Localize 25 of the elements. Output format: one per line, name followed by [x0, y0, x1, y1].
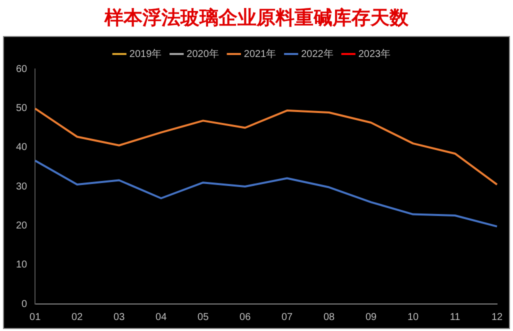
legend-label: 2022年 — [301, 48, 334, 60]
x-tick-label: 12 — [491, 312, 503, 323]
legend-label: 2023年 — [358, 48, 391, 60]
x-tick-label: 04 — [156, 312, 168, 323]
x-tick-label: 06 — [240, 312, 252, 323]
y-tick-label: 0 — [22, 298, 28, 310]
legend-label: 2021年 — [244, 48, 276, 60]
y-tick-label: 60 — [16, 64, 28, 75]
y-tick-label: 40 — [16, 142, 28, 154]
x-tick-label: 03 — [114, 312, 126, 323]
x-tick-label: 02 — [72, 312, 84, 323]
chart-title: 样本浮法玻璃企业原料重碱库存天数 — [103, 6, 410, 31]
x-tick-label: 07 — [281, 312, 294, 323]
y-tick-label: 30 — [16, 181, 28, 192]
legend-label: 2020年 — [186, 48, 219, 60]
x-tick-label: 10 — [407, 312, 420, 323]
x-tick-label: 08 — [323, 312, 336, 323]
y-tick-label: 10 — [16, 260, 28, 271]
y-tick-label: 20 — [16, 220, 28, 232]
x-tick-label: 11 — [450, 312, 461, 323]
y-tick-label: 50 — [16, 102, 28, 114]
x-tick-label: 01 — [30, 312, 42, 323]
x-tick-label: 05 — [198, 312, 210, 323]
legend-label: 2019年 — [129, 48, 162, 60]
x-tick-label: 09 — [365, 312, 378, 323]
